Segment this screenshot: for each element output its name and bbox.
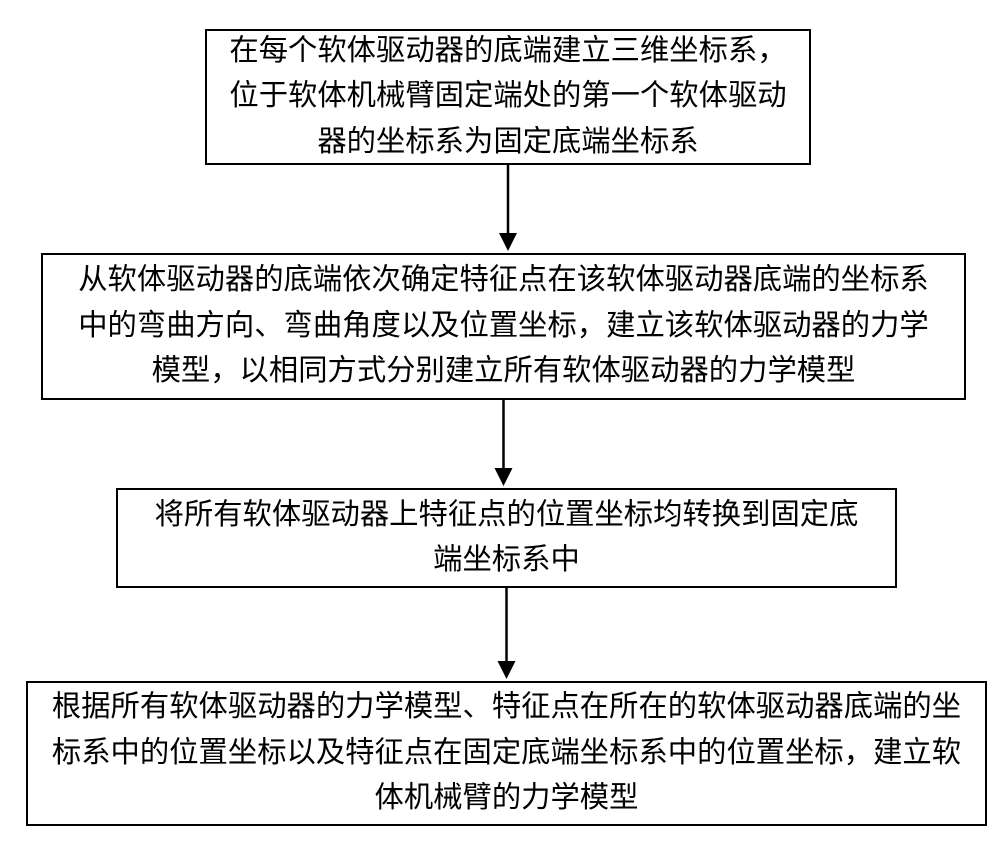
flow-node-1: 在每个软体驱动器的底端建立三维坐标系， 位于软体机械臂固定端处的第一个软体驱动器… xyxy=(205,29,811,165)
flowchart-canvas: 在每个软体驱动器的底端建立三维坐标系， 位于软体机械臂固定端处的第一个软体驱动器… xyxy=(0,0,1000,849)
flow-node-2: 从软体驱动器的底端依次确定特征点在该软体驱动器底端的坐标系中的弯曲方向、弯曲角度… xyxy=(41,253,966,400)
flow-node-4: 根据所有软体驱动器的力学模型、特征点在所在的软体驱动器底端的坐标系中的位置坐标以… xyxy=(26,681,987,826)
flow-node-2-text: 从软体驱动器的底端依次确定特征点在该软体驱动器底端的坐标系中的弯曲方向、弯曲角度… xyxy=(65,258,942,394)
flow-node-4-text: 根据所有软体驱动器的力学模型、特征点在所在的软体驱动器底端的坐标系中的位置坐标以… xyxy=(50,685,963,821)
flow-node-1-text: 在每个软体驱动器的底端建立三维坐标系， 位于软体机械臂固定端处的第一个软体驱动器… xyxy=(229,29,787,165)
flow-node-3: 将所有软体驱动器上特征点的位置坐标均转换到固定底端坐标系中 xyxy=(116,488,897,588)
flow-node-3-text: 将所有软体驱动器上特征点的位置坐标均转换到固定底端坐标系中 xyxy=(140,493,873,584)
